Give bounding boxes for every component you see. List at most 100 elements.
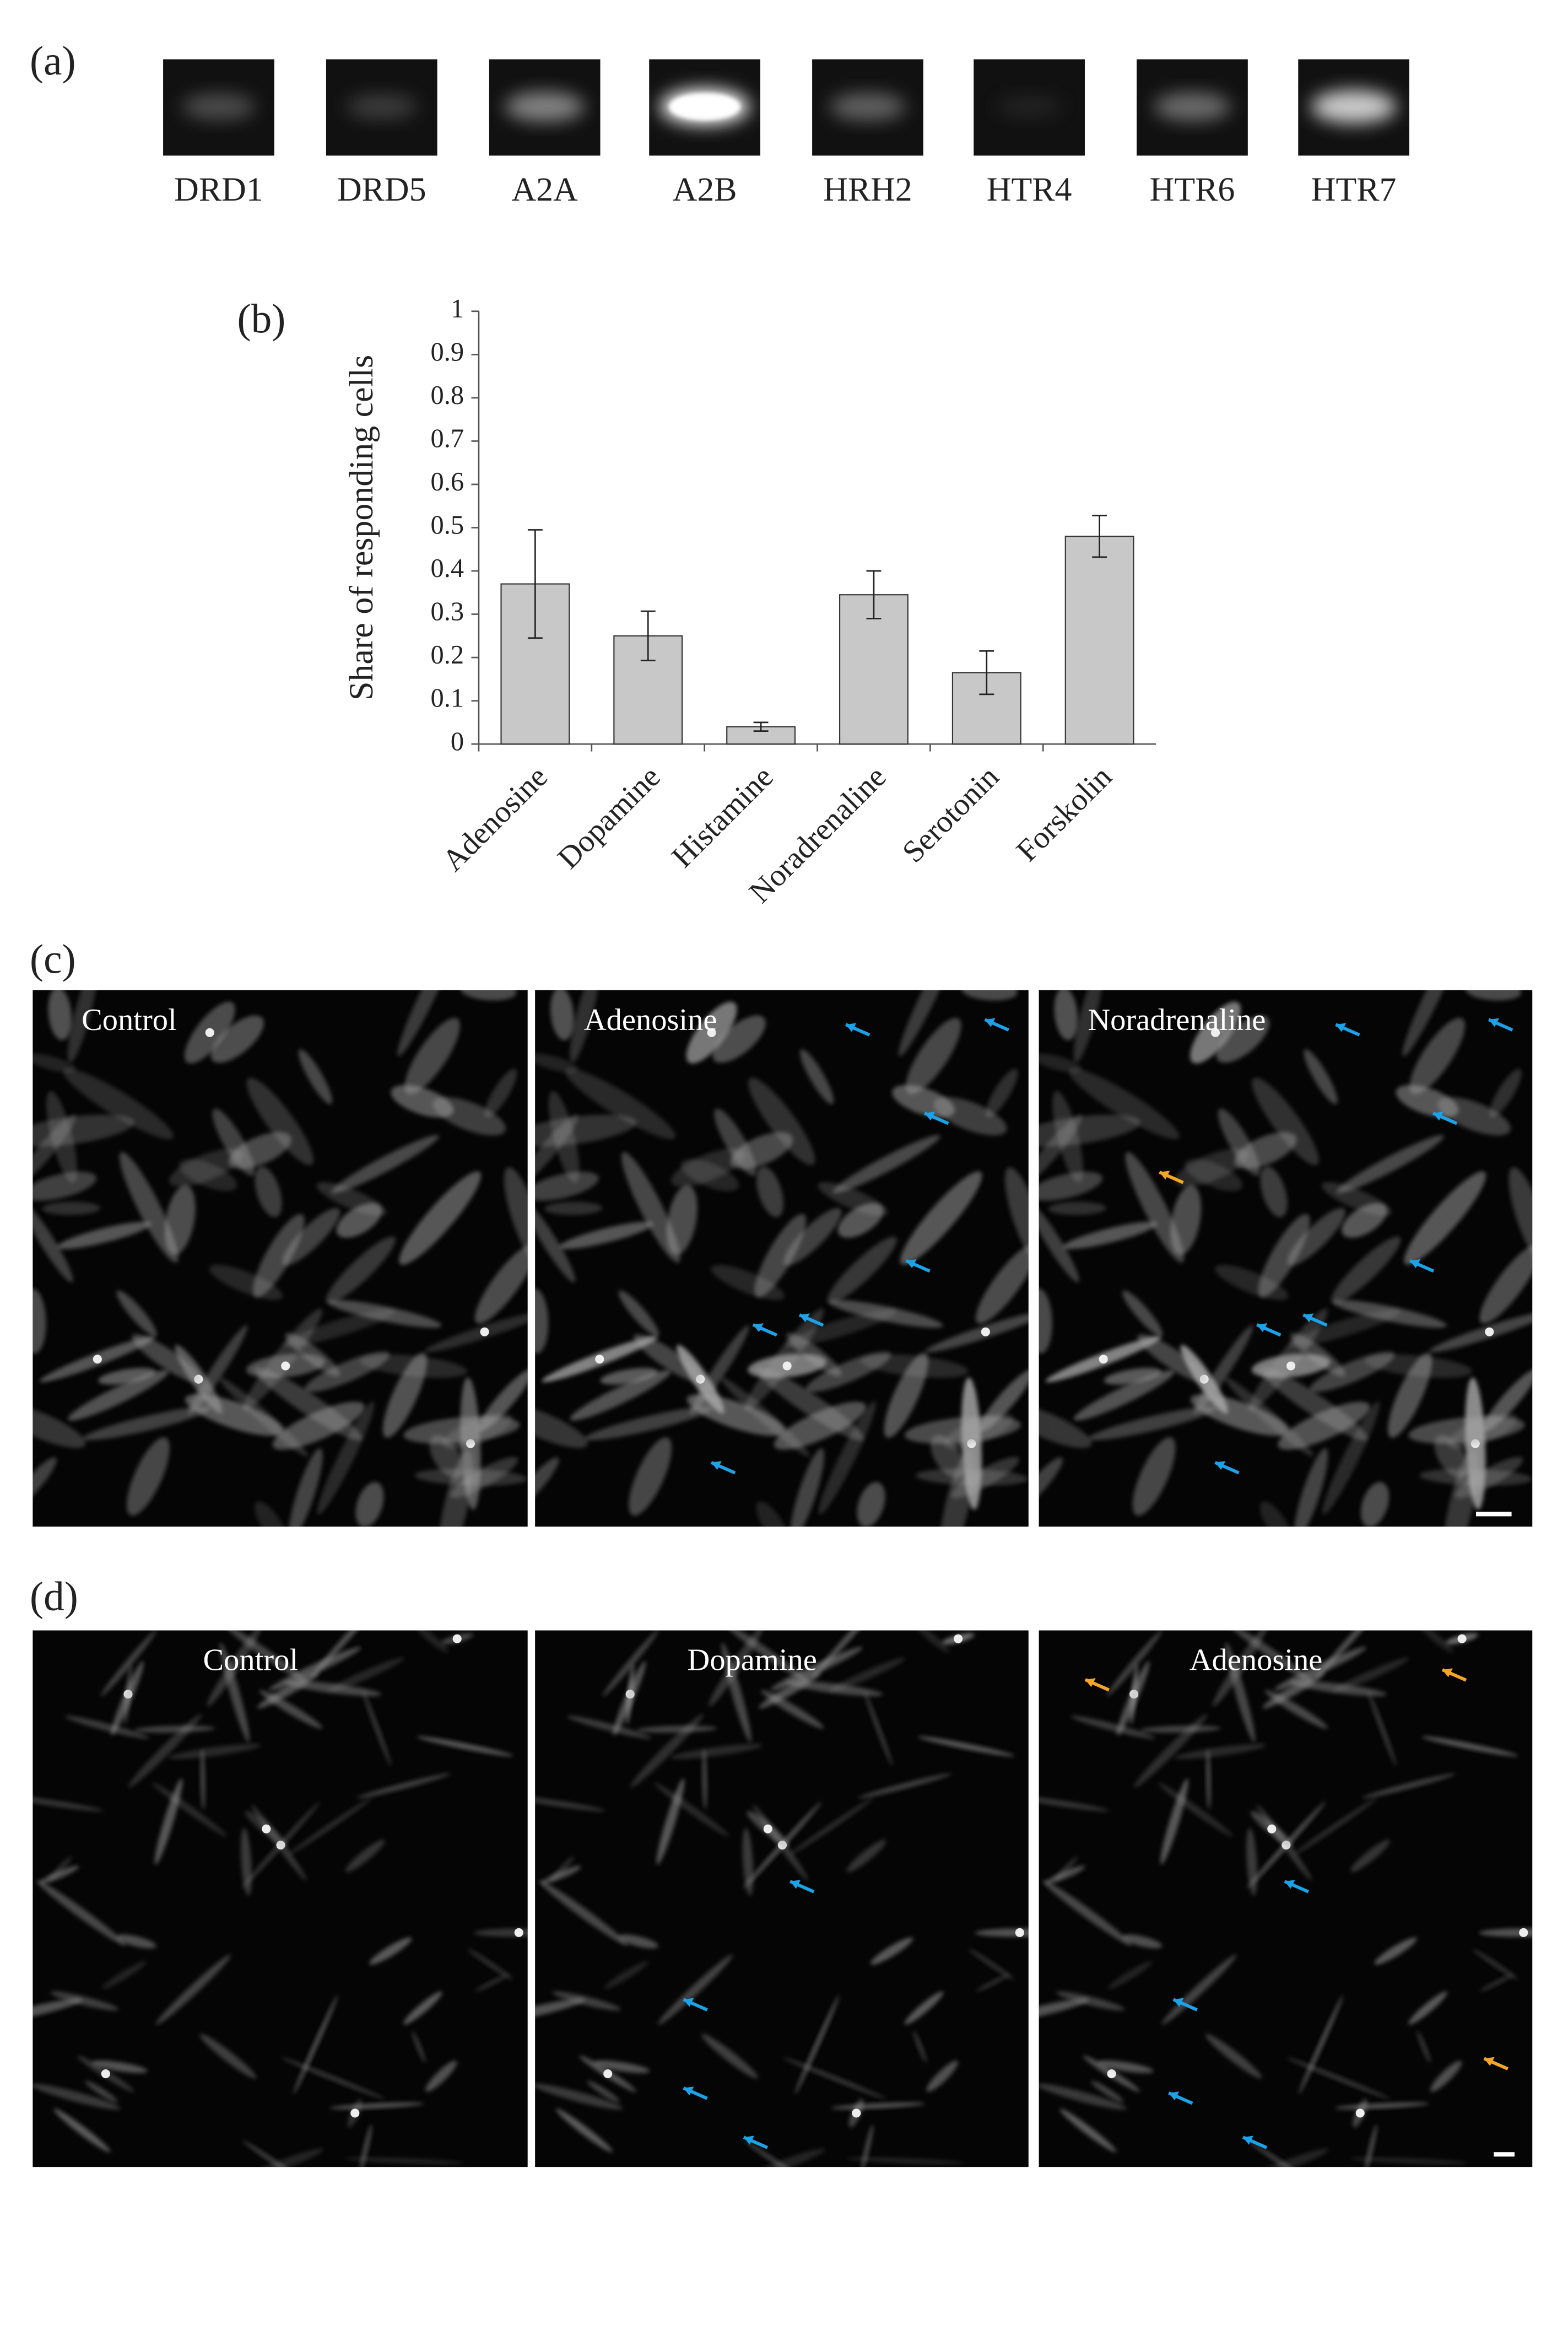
cell bbox=[460, 990, 517, 1001]
cell bbox=[976, 1244, 1029, 1324]
cell bbox=[1137, 1334, 1208, 1383]
cell bbox=[730, 1132, 793, 1169]
cell bbox=[102, 1961, 147, 1989]
cell bbox=[185, 1394, 283, 1436]
cell bbox=[756, 1166, 784, 1217]
cell bbox=[870, 1937, 913, 1965]
cell bbox=[1361, 1773, 1456, 1799]
gel-band bbox=[346, 94, 418, 119]
cell bbox=[467, 1948, 513, 1980]
image-label: Noradrenaline bbox=[1088, 1003, 1266, 1037]
arrow-head bbox=[1442, 1668, 1453, 1678]
error-bar bbox=[527, 529, 543, 639]
cell bbox=[818, 1401, 876, 1515]
cell bbox=[1360, 1482, 1389, 1527]
cell bbox=[550, 1856, 574, 1881]
arrow-head bbox=[753, 1323, 764, 1333]
gel-label: HTR7 bbox=[1311, 171, 1397, 208]
cell bbox=[783, 2057, 886, 2100]
cell bbox=[1289, 1309, 1401, 1347]
cell bbox=[1158, 1782, 1234, 1837]
cell bbox=[1108, 1961, 1153, 1989]
cell bbox=[475, 1973, 509, 1992]
cell bbox=[711, 1265, 785, 1300]
cell bbox=[155, 1954, 231, 2025]
cell bbox=[594, 2060, 650, 2073]
cell bbox=[328, 1657, 404, 1692]
gel-label: HTR4 bbox=[987, 171, 1072, 208]
x-tick-label: Forskolin bbox=[1010, 759, 1118, 868]
cell bbox=[429, 1435, 463, 1479]
cell bbox=[567, 1716, 652, 1739]
cell-nucleus bbox=[480, 1327, 489, 1336]
arrow-head bbox=[799, 1313, 810, 1323]
cell bbox=[289, 1448, 323, 1527]
bar bbox=[1064, 536, 1134, 745]
cell bbox=[1402, 990, 1462, 1056]
cell bbox=[538, 1880, 629, 1946]
cell bbox=[760, 1690, 824, 1729]
cell bbox=[812, 1630, 880, 1678]
image-label: Adenosine bbox=[1189, 1643, 1323, 1678]
cell bbox=[48, 1856, 72, 1881]
cell bbox=[1042, 1880, 1132, 1946]
cell bbox=[33, 1998, 83, 2025]
scale-bar bbox=[1476, 1512, 1512, 1517]
gel-band-core bbox=[669, 93, 740, 120]
cell bbox=[242, 2140, 318, 2167]
arrow-head bbox=[790, 1880, 801, 1889]
cell bbox=[1294, 1448, 1328, 1527]
cell bbox=[1229, 1630, 1312, 1682]
cell bbox=[1161, 1954, 1237, 2025]
cell bbox=[33, 2083, 121, 2110]
cell bbox=[654, 1782, 729, 1837]
cell bbox=[656, 1778, 685, 1865]
cell bbox=[770, 1647, 863, 1691]
cell bbox=[210, 1015, 264, 1063]
cell bbox=[33, 1288, 46, 1354]
cell bbox=[288, 1797, 372, 1856]
cell bbox=[1160, 1778, 1188, 1865]
cell bbox=[33, 1202, 73, 1283]
cell bbox=[1106, 1630, 1163, 1697]
arrow-head bbox=[985, 1018, 996, 1027]
y-axis-title: Share of responding cells bbox=[343, 355, 380, 700]
cell bbox=[1039, 1202, 1079, 1283]
cell-nucleus bbox=[1457, 1634, 1467, 1643]
cell bbox=[570, 990, 599, 1062]
cell bbox=[636, 1725, 717, 1733]
cell bbox=[403, 1991, 442, 2025]
cell bbox=[33, 1794, 104, 1811]
cell bbox=[535, 1202, 576, 1283]
arrow-head bbox=[683, 1998, 694, 2007]
cell bbox=[629, 1437, 672, 1516]
cell bbox=[861, 1354, 969, 1378]
cell bbox=[33, 1457, 57, 1511]
gel-band bbox=[830, 93, 906, 121]
cell bbox=[790, 1448, 824, 1527]
cell bbox=[1419, 1630, 1453, 1653]
cell bbox=[892, 1085, 955, 1118]
cell bbox=[535, 1794, 605, 1811]
cell bbox=[1055, 1856, 1078, 1881]
cell bbox=[1073, 1370, 1175, 1421]
panel-label: (b) bbox=[237, 296, 286, 342]
cell bbox=[701, 2034, 758, 2079]
cell bbox=[132, 1334, 202, 1383]
cell-nucleus bbox=[93, 1355, 102, 1364]
cell bbox=[1059, 2108, 1117, 2153]
cell bbox=[1097, 2060, 1154, 2073]
cell bbox=[1039, 1998, 1089, 2025]
cell bbox=[790, 1797, 874, 1856]
cell bbox=[1246, 1827, 1257, 1896]
cell bbox=[311, 1630, 379, 1678]
arrow-head bbox=[1433, 1112, 1443, 1121]
cell bbox=[1054, 990, 1078, 1040]
cell bbox=[1063, 1221, 1158, 1249]
y-tick-label: 0.8 bbox=[431, 381, 464, 410]
cells bbox=[1039, 990, 1533, 1527]
cell bbox=[1215, 1265, 1289, 1300]
cell bbox=[829, 1657, 906, 1692]
cell bbox=[1258, 1213, 1310, 1298]
gel-band bbox=[996, 96, 1063, 118]
